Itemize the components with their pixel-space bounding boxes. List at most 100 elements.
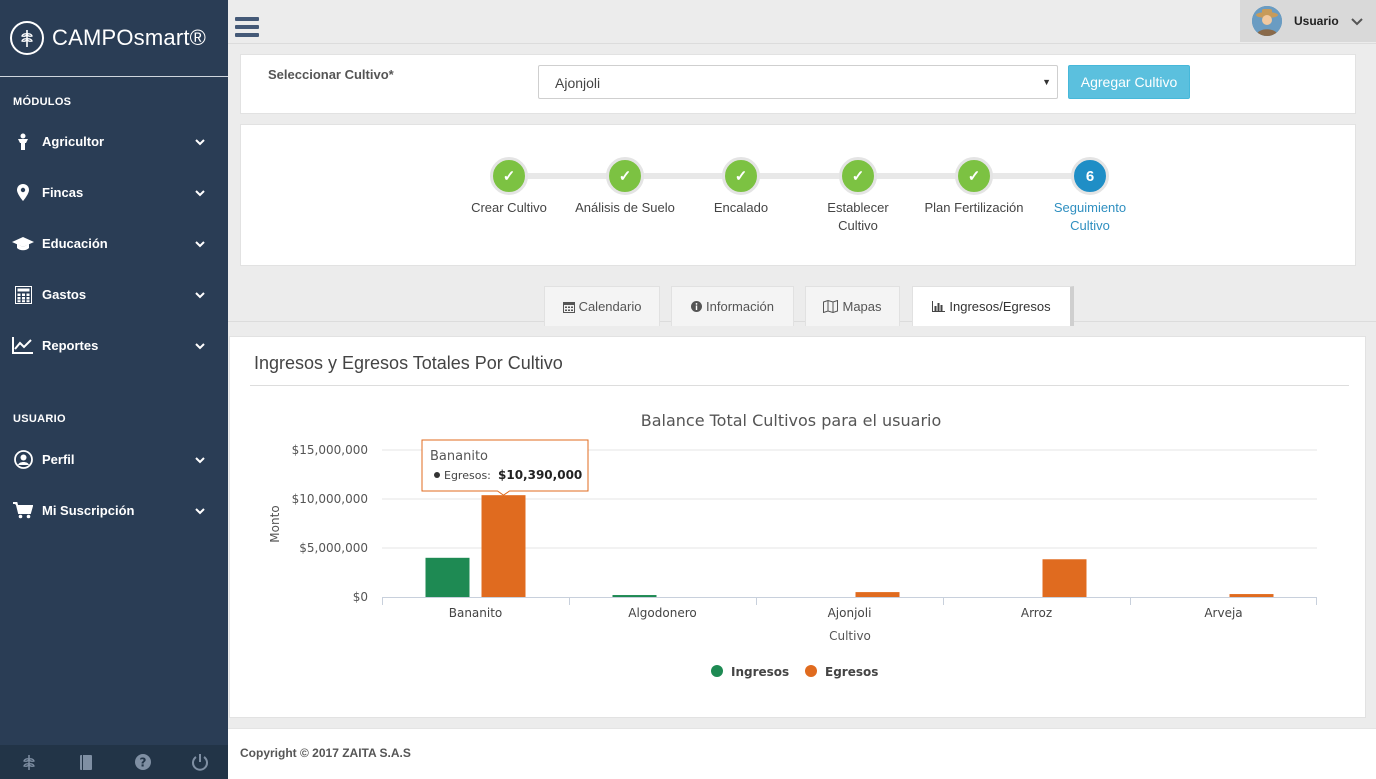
menu-toggle-icon[interactable] [235, 17, 259, 37]
footer: Copyright © 2017 ZAITA S.A.S [228, 728, 1376, 779]
chevron-down-icon [195, 138, 205, 145]
chevron-down-icon [195, 456, 205, 463]
y-tick-label: $10,000,000 [292, 492, 368, 506]
wizard-step-seguimiento-cultivo[interactable]: 6 Seguimiento Cultivo [1030, 157, 1150, 235]
farmer-icon [12, 132, 34, 152]
leaf-icon[interactable] [19, 752, 39, 772]
line-chart-icon [12, 336, 34, 356]
sidebar-item-label: Agricultor [42, 134, 105, 149]
calculator-icon [12, 285, 34, 305]
wizard-track [509, 173, 1089, 179]
crop-select[interactable]: Ajonjoli ▼ [538, 65, 1058, 99]
tab-ingresos-egresos[interactable]: Ingresos/Egresos [912, 286, 1074, 326]
sidebar-item-reportes[interactable]: Reportes [0, 320, 228, 371]
wizard-step-label: Análisis de Suelo [575, 200, 675, 215]
sidebar-item-fincas[interactable]: Fincas [0, 167, 228, 218]
chart-title: Balance Total Cultivos para el usuario [641, 411, 942, 430]
sidebar-item-suscripcion[interactable]: Mi Suscripción [0, 485, 228, 536]
sidebar-item-agricultor[interactable]: Agricultor [0, 116, 228, 167]
sidebar-item-label: Mi Suscripción [42, 503, 135, 518]
step-number-badge: 6 [1071, 157, 1109, 195]
bar-egresos-bananito [481, 495, 526, 597]
legend-marker [711, 665, 723, 677]
bar-ingresos-bananito [425, 557, 470, 597]
x-axis-label: Cultivo [829, 629, 871, 643]
y-axis-label: Monto [268, 505, 282, 542]
tooltip-marker [434, 472, 440, 478]
tab-informacion[interactable]: Información [671, 286, 794, 326]
bar-chart-icon [932, 301, 946, 312]
leaf-logo-icon [10, 21, 44, 55]
panel-heading: Ingresos y Egresos Totales Por Cultivo [254, 353, 563, 373]
tabs-divider [228, 321, 1376, 322]
wizard-step-crear-cultivo[interactable]: ✓ Crear Cultivo [449, 157, 569, 217]
tooltip-box [421, 439, 589, 496]
legend-label-ingresos: Ingresos [731, 665, 789, 679]
caret-down-icon: ▼ [1042, 77, 1051, 87]
tab-calendario[interactable]: Calendario [544, 286, 660, 326]
wizard-step-label: Establecer Cultivo [827, 200, 889, 233]
check-icon: ✓ [839, 157, 877, 195]
sidebar-item-label: Fincas [42, 185, 84, 200]
tooltip-value: $10,390,000 [498, 468, 582, 482]
tooltip-series-label: Egresos: [444, 469, 491, 482]
x-tick-label: Algodonero [628, 606, 696, 620]
bar-egresos-arroz [1042, 559, 1087, 597]
svg-text:?: ? [139, 756, 146, 770]
help-icon[interactable]: ? [133, 752, 153, 772]
check-icon: ✓ [606, 157, 644, 195]
chevron-down-icon [195, 291, 205, 298]
legend-marker [805, 665, 817, 677]
sidebar-item-label: Perfil [42, 452, 75, 467]
tab-label: Información [706, 299, 774, 314]
y-tick-label: $5,000,000 [299, 541, 368, 555]
modules-section-title: MÓDULOS [13, 96, 72, 108]
user-name: Usuario [1294, 14, 1339, 28]
tab-mapas[interactable]: Mapas [805, 286, 900, 326]
add-crop-button[interactable]: Agregar Cultivo [1068, 65, 1190, 99]
brand[interactable]: CAMPOsmart® [0, 0, 228, 77]
x-tick-label: Arveja [1204, 606, 1242, 620]
topbar: Usuario [228, 0, 1376, 44]
wizard-panel: ✓ Crear Cultivo ✓ Análisis de Suelo ✓ En… [240, 124, 1356, 266]
y-tick-label: $0 [353, 590, 368, 604]
check-icon: ✓ [490, 157, 528, 195]
sidebar-item-perfil[interactable]: Perfil [0, 434, 228, 485]
sidebar: CAMPOsmart® MÓDULOS Agricultor Fincas Ed… [0, 0, 228, 779]
tooltip-title: Bananito [430, 449, 488, 464]
wizard-step-plan-fertilizacion[interactable]: ✓ Plan Fertilización [914, 157, 1034, 217]
wizard-step-label: Encalado [713, 200, 769, 215]
check-icon: ✓ [722, 157, 760, 195]
sidebar-item-gastos[interactable]: Gastos [0, 269, 228, 320]
panel-divider [250, 385, 1349, 386]
cart-icon [12, 501, 34, 521]
chart: Balance Total Cultivos para el usuario $… [268, 411, 1317, 679]
book-icon[interactable] [76, 752, 96, 772]
x-tick-label: Ajonjoli [828, 606, 872, 620]
wizard-step-label: Seguimiento Cultivo [1053, 200, 1127, 233]
sidebar-item-label: Educación [42, 236, 108, 251]
crop-select-panel: Seleccionar Cultivo* Ajonjoli ▼ Agregar … [240, 54, 1356, 114]
bar-egresos-ajonjoli [855, 592, 900, 597]
map-icon [823, 300, 839, 313]
crop-select-label: Seleccionar Cultivo* [268, 67, 394, 82]
user-circle-icon [12, 450, 34, 470]
wizard-step-encalado[interactable]: ✓ Encalado [681, 157, 801, 217]
tab-label: Mapas [842, 299, 882, 314]
wizard-step-analisis-suelo[interactable]: ✓ Análisis de Suelo [565, 157, 685, 217]
bar-egresos-arveja [1229, 594, 1274, 597]
sidebar-item-educacion[interactable]: Educación [0, 218, 228, 269]
avatar [1252, 6, 1282, 36]
x-tick-label: Arroz [1021, 606, 1052, 620]
chevron-down-icon [195, 240, 205, 247]
x-tick-label: Bananito [449, 606, 503, 620]
calendar-icon [562, 301, 575, 313]
wizard-step-establecer-cultivo[interactable]: ✓ Establecer Cultivo [798, 157, 918, 235]
info-circle-icon [691, 301, 703, 312]
wizard-step-label: Plan Fertilización [924, 200, 1024, 215]
power-icon[interactable] [190, 752, 210, 772]
chevron-down-icon [1351, 18, 1363, 26]
user-menu[interactable]: Usuario [1240, 0, 1376, 42]
legend-label-egresos: Egresos [825, 665, 878, 679]
bar-ingresos-algodonero [612, 595, 657, 597]
